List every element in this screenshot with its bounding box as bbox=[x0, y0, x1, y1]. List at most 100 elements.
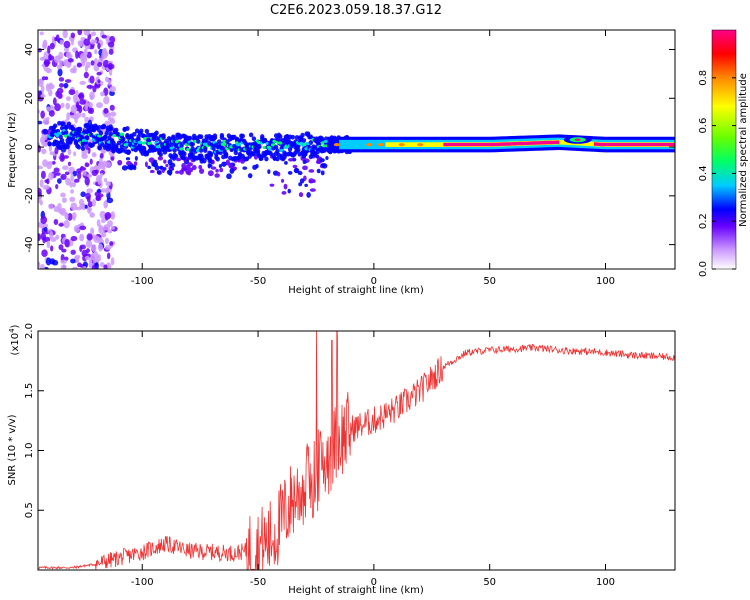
spectrogram-noise-cell bbox=[60, 259, 67, 264]
spectrogram-noise-cell bbox=[72, 266, 79, 269]
spectrogram-band-cell bbox=[126, 149, 132, 155]
spectrogram-hotspot bbox=[333, 143, 340, 147]
spectrogram-speckle bbox=[281, 178, 285, 183]
spectrogram-band-cell bbox=[100, 142, 105, 147]
spectrogram-hotspot bbox=[398, 143, 405, 147]
spectrogram-noise-cell bbox=[80, 55, 88, 64]
spectrogram-noise-cell bbox=[78, 105, 83, 114]
chart-title: C2E6.2023.059.18.37.G12 bbox=[270, 3, 442, 18]
spectrogram-speckle bbox=[117, 159, 123, 166]
spectrogram-noise-cell bbox=[67, 58, 74, 63]
spectrogram-band-cell bbox=[101, 124, 106, 130]
spectrogram-blob bbox=[236, 143, 241, 147]
spectrogram-noise-cell bbox=[109, 119, 116, 125]
spectrogram-band-cell bbox=[211, 145, 216, 151]
spectrogram-noise-cell bbox=[96, 237, 103, 242]
spectrogram-noise-cell bbox=[48, 53, 52, 61]
spectrogram-noise-cell bbox=[77, 93, 84, 99]
snr-y-multiplier: (x104) bbox=[8, 324, 21, 355]
spectrogram-noise-cell bbox=[82, 265, 87, 269]
spectrogram-speckle bbox=[306, 191, 311, 198]
spectrogram-noise-cell bbox=[42, 128, 49, 135]
spectrogram-noise-cell bbox=[84, 204, 88, 209]
spectrogram-noise-cell bbox=[103, 264, 108, 269]
spectrogram-noise-cell bbox=[43, 226, 48, 232]
spectrogram-band-cell bbox=[121, 137, 126, 142]
spectrogram-noise-cell bbox=[55, 183, 59, 190]
spectrogram-noise-cell bbox=[54, 103, 61, 112]
spectrogram-speckle bbox=[153, 159, 158, 163]
spectrogram-x-label: Height of straight line (km) bbox=[288, 285, 424, 296]
spectrogram-speckle bbox=[304, 183, 308, 187]
spectrogram-band-core bbox=[593, 142, 675, 147]
spectrogram-noise-cell bbox=[40, 85, 45, 93]
spectrogram-band-cell bbox=[161, 135, 166, 140]
spectrogram-speckle bbox=[287, 170, 293, 175]
spectrogram-noise-cell bbox=[61, 248, 67, 253]
spectrogram-noise-cell bbox=[40, 215, 48, 225]
spectrogram-noise-cell bbox=[38, 165, 43, 170]
spectrogram-noise-cell bbox=[107, 220, 113, 227]
spectrogram-band-cell bbox=[64, 130, 69, 135]
spectrogram-blob bbox=[220, 142, 226, 146]
spectrogram-noise-cell bbox=[46, 240, 51, 249]
spectrogram-noise-cell bbox=[94, 48, 98, 55]
spectrogram-band-cell bbox=[94, 125, 100, 130]
spectrogram-band-cell bbox=[182, 151, 187, 157]
spectrogram-band-cell bbox=[262, 137, 268, 143]
spectrogram-noise-cell bbox=[98, 157, 103, 167]
spectrogram-y-label: Frequency (Hz) bbox=[7, 112, 18, 188]
spectrogram-noise-cell bbox=[69, 67, 76, 74]
spectrogram-noise-cell bbox=[106, 252, 111, 260]
spectrogram-noise-cell bbox=[84, 176, 90, 186]
spectrogram-speckle bbox=[215, 168, 219, 173]
spectrogram-noise-cell bbox=[79, 233, 85, 242]
spectrogram-noise-cell bbox=[49, 230, 54, 240]
spectrogram-noise-cell bbox=[75, 50, 79, 59]
spectrogram-band-cell bbox=[61, 121, 66, 127]
spectrogram-noise-cell bbox=[40, 170, 46, 180]
spectrogram-band-cell bbox=[47, 141, 52, 147]
spectrogram-speckle bbox=[299, 178, 305, 184]
spectrogram-speckle bbox=[221, 161, 227, 167]
spectrogram-noise-cell bbox=[104, 244, 112, 251]
spectrogram-noise-cell bbox=[100, 188, 107, 193]
spectrogram-noise-cell bbox=[46, 116, 50, 122]
spectrogram-noise-cell bbox=[91, 244, 97, 252]
spectrogram-noise-cell bbox=[48, 82, 54, 90]
spectrogram-noise-cell bbox=[74, 254, 81, 259]
spectrogram-speckle bbox=[297, 170, 303, 176]
spectrogram-noise-cell bbox=[51, 36, 56, 43]
spectrogram-band-cell bbox=[203, 148, 208, 153]
spectrogram-band-cell bbox=[187, 135, 193, 141]
spectrogram-noise-cell bbox=[38, 48, 42, 53]
spectrogram-speckle bbox=[309, 188, 316, 192]
spectrogram-band-cell bbox=[114, 127, 119, 133]
spectrogram-noise-cell bbox=[70, 173, 74, 182]
spectrogram-speckle bbox=[228, 162, 232, 169]
spectrogram-band-cell bbox=[58, 145, 63, 150]
spectrogram-hotspot bbox=[366, 143, 373, 147]
spectrogram-noise-cell bbox=[84, 162, 90, 168]
spectrogram-noise-cell bbox=[90, 253, 95, 261]
spectrogram-speckle bbox=[298, 192, 304, 198]
spectrogram-noise-cell bbox=[81, 112, 86, 118]
spectrogram-noise-cell bbox=[104, 120, 111, 127]
spectrogram-band-cell bbox=[158, 152, 163, 157]
spectrogram-band-cell bbox=[229, 147, 234, 153]
spectrogram-noise-cell bbox=[86, 51, 92, 59]
spectrogram-noise-cell bbox=[96, 219, 101, 227]
spectrogram-hotspot bbox=[377, 143, 384, 147]
spectrogram-band-cell bbox=[240, 133, 245, 139]
spectrogram-speckle bbox=[229, 168, 235, 174]
spectrogram-noise-cell bbox=[86, 188, 94, 194]
spectrogram-noise-cell bbox=[64, 79, 72, 83]
spectrogram-noise-cell bbox=[104, 237, 109, 245]
spectrogram-noise-cell bbox=[89, 91, 95, 100]
spectrogram-band-cell bbox=[264, 156, 269, 162]
spectrogram-speckle bbox=[156, 170, 162, 175]
spectrogram-noise-cell bbox=[94, 255, 102, 262]
spectrogram-noise-cell bbox=[75, 89, 79, 98]
spectrogram-speckle bbox=[320, 170, 325, 176]
spectrogram-noise-cell bbox=[110, 156, 115, 161]
